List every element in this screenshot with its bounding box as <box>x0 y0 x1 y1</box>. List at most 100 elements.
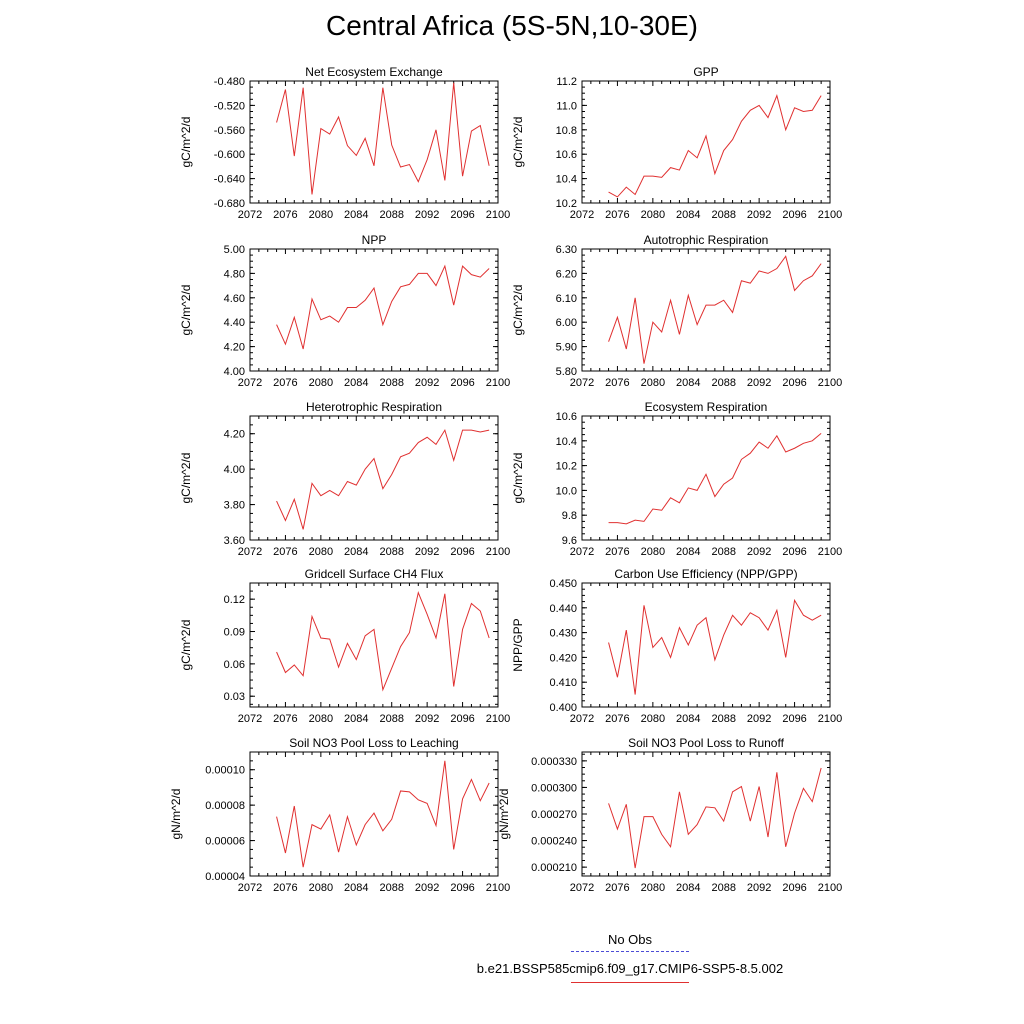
x-tick-label: 2072 <box>570 546 594 558</box>
plot-frame <box>581 582 831 708</box>
x-tick-label: 2088 <box>379 209 403 221</box>
y-tick-label: 6.00 <box>556 317 577 329</box>
series-line <box>608 432 822 525</box>
x-tick-label: 2076 <box>273 546 297 558</box>
chart-title: Autotrophic Respiration <box>644 233 769 247</box>
y-tick-label: 6.20 <box>556 268 577 280</box>
legend-swatch-no-obs <box>571 951 689 952</box>
plot-frame <box>249 248 499 372</box>
x-tick-label: 2092 <box>415 882 439 894</box>
chart-gridcell-surface-ch4-flux: Gridcell Surface CH4 Flux 2072 2076 2080 208… <box>179 567 510 725</box>
y-tick-label: 4.00 <box>224 464 245 476</box>
page-title: Central Africa (5S-5N,10-30E) <box>326 10 698 41</box>
y-tick-label: -0.600 <box>214 149 245 161</box>
y-tick-label: 3.60 <box>224 535 245 547</box>
x-tick-label: 2072 <box>570 209 594 221</box>
x-tick-label: 2080 <box>309 209 333 221</box>
x-tick-label: 2084 <box>676 209 700 221</box>
y-tick-label: 0.000330 <box>531 756 577 768</box>
chart-npp: NPP 2072 2076 2080 2084 2088 2092 2096 2100 5.00 4… <box>179 233 510 389</box>
y-tick-label: 0.12 <box>224 594 245 606</box>
y-tick-label: 0.450 <box>549 578 577 590</box>
x-tick-label: 2096 <box>782 377 806 389</box>
chart-title: Net Ecosystem Exchange <box>305 65 443 79</box>
y-tick-label: 0.400 <box>549 702 577 714</box>
x-tick-label: 2088 <box>711 377 735 389</box>
x-tick-label: 2100 <box>486 377 510 389</box>
chart-title: Carbon Use Efficiency (NPP/GPP) <box>614 567 797 581</box>
x-tick-label: 2080 <box>309 546 333 558</box>
x-tick-label: 2088 <box>711 882 735 894</box>
legend-label-no-obs: No Obs <box>607 932 653 947</box>
plot-frame <box>581 248 831 372</box>
y-tick-label: -0.680 <box>214 198 245 210</box>
x-tick-label: 2100 <box>818 713 842 725</box>
x-tick-label: 2096 <box>450 713 474 725</box>
y-tick-label: 0.410 <box>549 677 577 689</box>
x-tick-label: 2096 <box>782 713 806 725</box>
x-tick-label: 2092 <box>747 377 771 389</box>
x-tick-label: 2088 <box>711 713 735 725</box>
x-tick-label: 2092 <box>415 546 439 558</box>
x-tick-label: 2072 <box>238 882 262 894</box>
series-line <box>276 428 490 530</box>
x-tick-label: 2092 <box>415 377 439 389</box>
x-tick-label: 2080 <box>309 377 333 389</box>
x-tick-label: 2076 <box>273 713 297 725</box>
series-line <box>608 598 822 695</box>
x-tick-label: 2096 <box>450 209 474 221</box>
y-tick-label: 0.06 <box>224 659 245 671</box>
series-line <box>608 94 822 198</box>
chart-soil-no3-pool-loss-to-leaching: Soil NO3 Pool Loss to Leaching 2072 2076 20… <box>169 736 510 894</box>
y-tick-label: 0.000240 <box>531 836 577 848</box>
y-axis-label: gN/m^2/d <box>497 789 511 840</box>
y-tick-label: 4.80 <box>224 268 245 280</box>
chart-title: NPP <box>362 233 387 247</box>
x-tick-label: 2096 <box>782 882 806 894</box>
x-tick-label: 2100 <box>818 546 842 558</box>
y-axis-label: gN/m^2/d <box>169 789 183 840</box>
x-tick-label: 2088 <box>379 546 403 558</box>
x-tick-label: 2072 <box>570 882 594 894</box>
y-tick-label: 10.6 <box>556 411 577 423</box>
y-tick-label: -0.480 <box>214 76 245 88</box>
x-tick-label: 2088 <box>379 713 403 725</box>
x-tick-label: 2100 <box>486 546 510 558</box>
y-tick-label: 0.00010 <box>205 765 245 777</box>
chart-net-ecosystem-exchange: Net Ecosystem Exchange 2072 2076 2080 2084 20… <box>179 65 510 221</box>
series-line <box>276 591 490 692</box>
y-axis-label: gC/m^2/d <box>179 117 193 168</box>
x-tick-label: 2092 <box>747 882 771 894</box>
y-axis-label: gC/m^2/d <box>511 117 525 168</box>
y-tick-label: 4.00 <box>224 366 245 378</box>
y-tick-label: 4.20 <box>224 429 245 441</box>
x-tick-label: 2096 <box>450 882 474 894</box>
x-tick-label: 2084 <box>344 546 368 558</box>
x-tick-label: 2084 <box>344 713 368 725</box>
y-tick-label: 0.00004 <box>205 871 245 883</box>
y-tick-label: 9.6 <box>562 535 577 547</box>
y-tick-label: 10.2 <box>556 198 577 210</box>
y-tick-label: 10.2 <box>556 461 577 473</box>
x-tick-label: 2092 <box>415 209 439 221</box>
x-tick-label: 2072 <box>238 546 262 558</box>
x-tick-label: 2100 <box>818 882 842 894</box>
x-tick-label: 2092 <box>415 713 439 725</box>
x-tick-label: 2080 <box>309 713 333 725</box>
y-tick-label: 6.10 <box>556 293 577 305</box>
y-tick-label: 11.0 <box>556 100 577 112</box>
y-tick-label: 4.20 <box>224 342 245 354</box>
x-tick-label: 2088 <box>711 209 735 221</box>
series-line <box>276 264 490 350</box>
y-tick-label: 10.4 <box>556 174 577 186</box>
x-tick-label: 2084 <box>344 377 368 389</box>
x-tick-label: 2076 <box>605 377 629 389</box>
y-tick-label: 0.000270 <box>531 809 577 821</box>
legend-item-model-run: b.e21.BSSP585cmip6.f09_g17.CMIP6-SSP5-8.… <box>430 961 830 983</box>
x-tick-label: 2080 <box>641 377 665 389</box>
chart-title: GPP <box>693 65 718 79</box>
y-tick-label: 5.00 <box>224 244 245 256</box>
x-tick-label: 2088 <box>711 546 735 558</box>
x-tick-label: 2080 <box>309 882 333 894</box>
chart-title: Ecosystem Respiration <box>645 400 768 414</box>
